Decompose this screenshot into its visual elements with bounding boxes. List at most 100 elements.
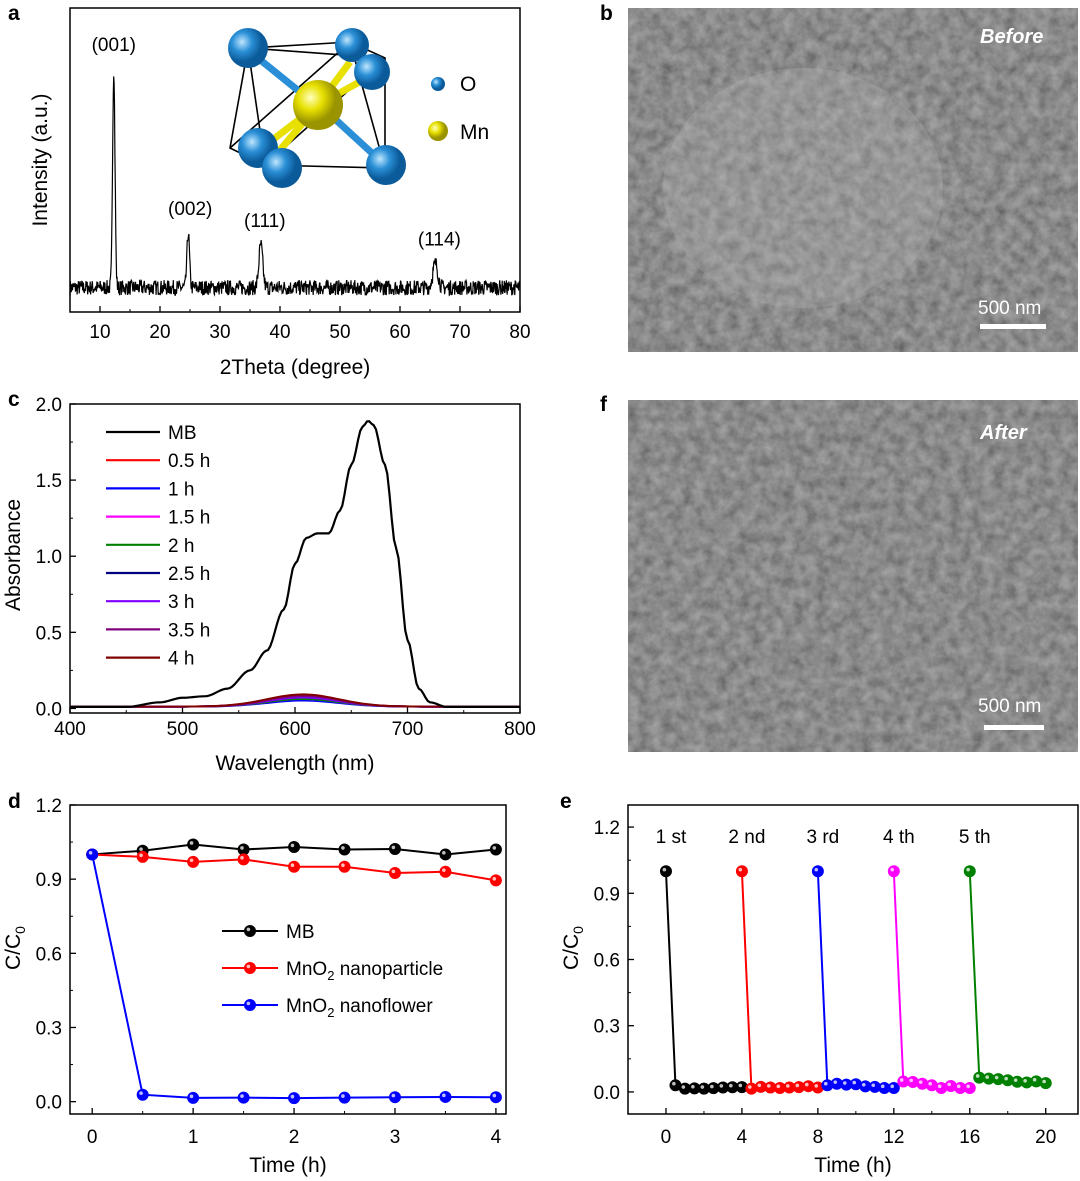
scale-bar-label: 500 nm	[978, 696, 1042, 717]
data-point-highlight	[341, 863, 345, 867]
data-point	[338, 860, 351, 873]
data-point-highlight	[956, 1084, 961, 1089]
scale-bar	[984, 725, 1044, 730]
data-point-highlight	[240, 855, 244, 860]
data-point	[1039, 1077, 1052, 1090]
data-point	[136, 1088, 149, 1101]
x-tick-label: 800	[504, 719, 536, 740]
peak-label: (114)	[418, 229, 461, 250]
data-point	[388, 866, 401, 879]
panel-label-f: f	[600, 393, 607, 416]
legend-o-label: O	[460, 73, 476, 96]
data-point	[237, 853, 250, 866]
x-tick-label: 80	[509, 322, 530, 343]
y-axis-label: C/C0	[560, 926, 586, 970]
y-tick-label: 1.5	[36, 471, 62, 492]
before-label: Before	[980, 26, 1044, 48]
data-point-highlight	[492, 1093, 497, 1098]
legend-label: MnO2 nanoparticle	[286, 959, 443, 983]
data-point-highlight	[985, 1075, 989, 1079]
series-line	[664, 871, 742, 1090]
data-point	[244, 962, 256, 974]
y-tick-label: 0.6	[36, 944, 62, 965]
x-tick-label: 20	[149, 322, 170, 343]
legend-label: 1 h	[168, 479, 194, 500]
data-point	[659, 865, 672, 878]
legend-label: 2 h	[168, 536, 194, 557]
after-label: After	[980, 422, 1027, 444]
data-point-highlight	[189, 841, 194, 845]
data-point-highlight	[391, 869, 396, 874]
y-tick-label: 1.2	[594, 818, 620, 839]
y-tick-label: 0.9	[36, 870, 62, 891]
data-point-highlight	[700, 1085, 705, 1089]
data-point-highlight	[710, 1084, 714, 1089]
y-axis-label: C/C0	[2, 926, 28, 970]
data-point	[86, 848, 99, 861]
series-line	[968, 871, 1046, 1085]
data-point-highlight	[937, 1084, 942, 1089]
x-tick-label: 60	[389, 322, 410, 343]
data-point-highlight	[246, 927, 251, 932]
panel-label-c: c	[8, 388, 20, 411]
data-point-highlight	[341, 846, 345, 850]
data-point	[338, 843, 351, 856]
series-line-MB	[70, 420, 520, 709]
y-tick-label: 0.9	[594, 884, 620, 905]
peak-label: (001)	[92, 35, 136, 56]
y-axis-label: Absorbance	[2, 499, 25, 611]
plot-frame	[69, 804, 507, 1115]
data-point-highlight	[290, 1094, 295, 1099]
data-point	[963, 865, 976, 878]
data-point-highlight	[88, 851, 93, 855]
data-point	[489, 1091, 502, 1104]
x-tick-label: 10	[89, 322, 110, 343]
data-point-highlight	[341, 1094, 345, 1098]
data-point	[388, 843, 401, 856]
x-tick-label: 1	[188, 1127, 199, 1148]
x-tick-label: 4	[491, 1127, 502, 1148]
data-point	[489, 843, 502, 856]
data-point-highlight	[391, 1093, 396, 1098]
x-axis-label: Wavelength (nm)	[215, 752, 374, 775]
data-point	[244, 925, 256, 937]
legend-label: 4 h	[168, 649, 194, 670]
scale-bar-label: 500 nm	[978, 298, 1042, 319]
data-point-highlight	[947, 1082, 951, 1087]
data-point-highlight	[814, 867, 819, 872]
scale-bar	[980, 324, 1046, 329]
x-tick-label: 30	[209, 322, 230, 343]
data-point-highlight	[966, 1084, 970, 1089]
x-tick-label: 40	[269, 322, 290, 343]
x-tick-label: 16	[959, 1127, 980, 1148]
data-point-highlight	[814, 1084, 819, 1088]
legend-label: 3 h	[168, 592, 194, 613]
data-point-highlight	[852, 1080, 857, 1085]
data-point-highlight	[890, 1084, 895, 1089]
legend-label: MB	[168, 423, 197, 444]
x-tick-label: 500	[167, 719, 199, 740]
x-tick-label: 70	[449, 322, 470, 343]
data-point	[811, 865, 824, 878]
panel-label-a: a	[8, 2, 20, 25]
x-axis-label: 2Theta (degree)	[220, 356, 371, 379]
x-tick-label: 20	[1035, 1127, 1056, 1148]
legend-label: MnO2 nanoflower	[286, 996, 433, 1020]
data-point-highlight	[442, 868, 446, 872]
data-point-highlight	[833, 1080, 838, 1084]
y-tick-label: 1.2	[36, 796, 62, 817]
sem-texture	[628, 8, 1078, 352]
data-point	[136, 850, 149, 863]
data-point	[887, 865, 900, 878]
legend-mn-label: Mn	[460, 121, 489, 144]
data-point-highlight	[823, 1081, 828, 1086]
y-tick-label: 0.6	[594, 951, 620, 972]
data-point	[489, 874, 502, 887]
sem-texture	[628, 400, 1078, 752]
data-point-highlight	[767, 1084, 771, 1088]
data-point-highlight	[442, 1093, 446, 1098]
y-tick-label: 1.0	[36, 547, 62, 568]
data-point-highlight	[719, 1084, 724, 1088]
data-point-highlight	[240, 846, 244, 850]
